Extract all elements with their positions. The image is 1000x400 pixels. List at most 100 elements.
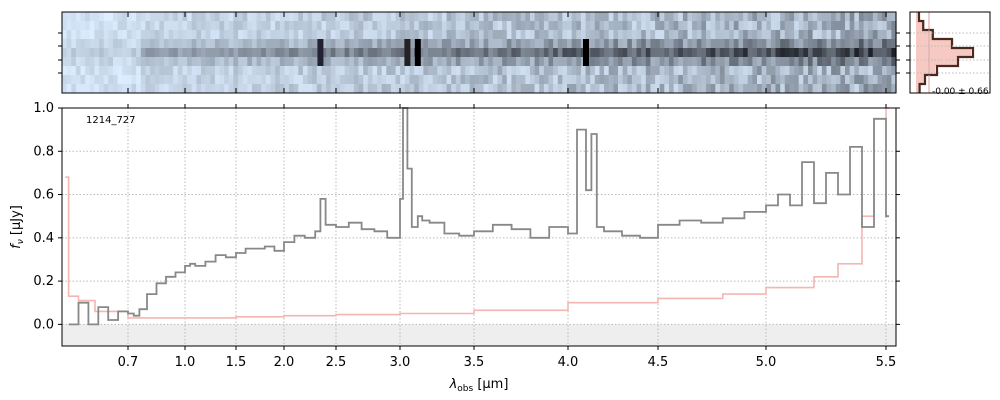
- spectrum-2d-pixel: [784, 84, 790, 94]
- spectrum-2d-pixel: [113, 12, 119, 22]
- spectrum-2d-pixel: [242, 48, 248, 58]
- spectrum-2d-pixel: [511, 57, 517, 67]
- spectrum-2d-pixel: [733, 39, 739, 49]
- spectrum-2d-pixel: [409, 30, 415, 40]
- spectrum-2d-pixel: [692, 57, 698, 67]
- spectrum-2d-pixel: [173, 39, 179, 49]
- spectrum-2d-pixel: [62, 30, 68, 40]
- spectrum-2d-pixel: [150, 21, 156, 31]
- spectrum-2d-pixel: [479, 39, 485, 49]
- spectrum-2d-pixel: [812, 30, 818, 40]
- spectrum-2d-pixel: [460, 66, 466, 76]
- spectrum-2d-pixel: [821, 66, 828, 76]
- spectrum-2d-pixel: [858, 39, 865, 49]
- spectrum-2d-pixel: [525, 39, 531, 49]
- spectrum-2d-pixel: [821, 75, 828, 85]
- spectrum-2d-pixel: [594, 57, 600, 67]
- spectrum-2d-pixel: [502, 84, 508, 94]
- spectrum-2d-pixel: [159, 39, 165, 49]
- spectrum-2d-pixel: [798, 30, 804, 40]
- spectrum-2d-pixel: [219, 84, 225, 94]
- spectrum-2d-pixel: [719, 57, 726, 67]
- spectrum-2d-pixel: [275, 12, 281, 22]
- spectrum-2d-pixel: [854, 39, 860, 49]
- spectrum-2d-pixel: [743, 21, 749, 31]
- spectrum-2d-pixel: [474, 66, 480, 76]
- spectrum-2d-pixel: [701, 75, 707, 85]
- spectrum-2d-pixel: [780, 66, 786, 76]
- emission-line-feature: [414, 39, 421, 66]
- spectrum-2d-pixel: [289, 48, 295, 58]
- spectrum-2d-pixel: [539, 84, 545, 94]
- spectrum-2d-pixel: [446, 75, 452, 85]
- spectrum-2d-pixel: [798, 57, 804, 67]
- spectrum-2d-pixel: [196, 39, 202, 49]
- spectrum-2d-pixel: [817, 30, 823, 40]
- spectrum-2d-pixel: [335, 75, 341, 85]
- spectrum-2d-pixel: [469, 57, 475, 67]
- spectrum-2d-pixel: [863, 30, 869, 40]
- spectrum-2d-pixel: [474, 12, 480, 22]
- spectrum-2d-pixel: [465, 21, 471, 31]
- y-axis-label: fν [μJy]: [9, 205, 26, 249]
- spectrum-2d-pixel: [784, 12, 790, 22]
- spectrum-2d-pixel: [326, 48, 332, 58]
- spectrum-2d-pixel: [154, 84, 160, 94]
- spectrum-2d-pixel: [669, 66, 675, 76]
- spectrum-2d-pixel: [817, 39, 823, 49]
- spectrum-2d-pixel: [400, 57, 406, 67]
- spectrum-2d-pixel: [682, 57, 689, 67]
- spectrum-2d-pixel: [214, 39, 221, 49]
- spectrum-2d-pixel: [608, 30, 614, 40]
- spectrum-2d-pixel: [307, 57, 313, 67]
- spectrum-2d-pixel: [696, 30, 702, 40]
- spectrum-2d-pixel: [210, 30, 216, 40]
- spectrum-2d-pixel: [719, 39, 726, 49]
- spectrum-2d-pixel: [548, 12, 554, 22]
- spectrum-2d-pixel: [858, 84, 865, 94]
- spectrum-2d-pixel: [520, 84, 526, 94]
- spectrum-2d-pixel: [85, 12, 91, 22]
- spectrum-2d-pixel: [488, 84, 494, 94]
- spectrum-2d-pixel: [182, 30, 188, 40]
- spectrum-2d-pixel: [645, 12, 651, 22]
- spectrum-2d-pixel: [812, 21, 818, 31]
- spectrum-2d-pixel: [228, 66, 234, 76]
- spectrum-2d-pixel: [196, 21, 202, 31]
- spectrum-2d-pixel: [761, 57, 767, 67]
- spectrum-2d-pixel: [511, 48, 517, 58]
- spectrum-2d-pixel: [247, 66, 253, 76]
- spectrum-2d-pixel: [75, 84, 82, 94]
- spectrum-2d-pixel: [238, 75, 244, 85]
- spectrum-2d-pixel: [99, 66, 105, 76]
- spectrum-2d-pixel: [159, 66, 165, 76]
- spectrum-2d-pixel: [845, 84, 851, 94]
- spectrum-2d-pixel: [886, 30, 892, 40]
- spectrum-2d-pixel: [377, 30, 383, 40]
- spectrum-2d-pixel: [868, 30, 874, 40]
- spectrum-2d-pixel: [835, 84, 841, 94]
- spectrum-2d-pixel: [882, 57, 888, 67]
- spectrum-2d-pixel: [66, 12, 72, 22]
- spectrum-2d-pixel: [187, 48, 193, 58]
- spectrum-2d-pixel: [631, 48, 638, 58]
- spectrum-2d-pixel: [812, 48, 818, 58]
- spectrum-2d-pixel: [168, 84, 174, 94]
- spectrum-2d-pixel: [117, 57, 123, 67]
- spectrum-2d-pixel: [465, 66, 471, 76]
- spectrum-2d-pixel: [381, 48, 387, 58]
- spectrum-2d-pixel: [205, 57, 211, 67]
- spectrum-2d-pixel: [224, 21, 230, 31]
- spectrum-2d-pixel: [580, 12, 587, 22]
- spectrum-2d-pixel: [557, 12, 563, 22]
- spectrum-2d-pixel: [409, 75, 415, 85]
- spectrum-2d-pixel: [784, 30, 790, 40]
- spectrum-2d-pixel: [849, 12, 855, 22]
- spectrum-2d-pixel: [710, 75, 716, 85]
- spectrum-2d-pixel: [182, 66, 188, 76]
- spectrum-2d-pixel: [789, 48, 795, 58]
- spectrum-2d-pixel: [182, 48, 188, 58]
- spectrum-2d-pixel: [539, 12, 545, 22]
- spectrum-2d-pixel: [168, 57, 174, 67]
- spectrum-2d-pixel: [284, 30, 290, 40]
